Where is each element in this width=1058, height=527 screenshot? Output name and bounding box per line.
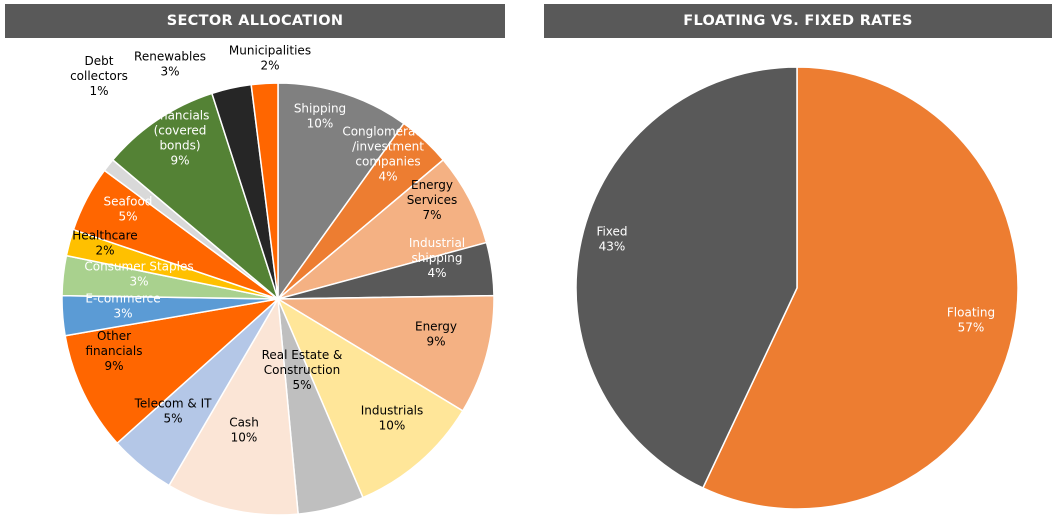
sector-slice-cash xyxy=(168,296,299,516)
sector-label-industrial-shipping: Industrial shipping 4% xyxy=(409,236,465,280)
sector-label-real-estate-construction: Real Estate & Construction 5% xyxy=(262,348,343,392)
sector-label-municipalities: Municipalities 2% xyxy=(229,44,311,73)
sector-label-debt-collectors: Debt collectors 1% xyxy=(70,54,128,98)
rate-slice-fixed xyxy=(575,66,798,489)
sector-label-consumer-staples: Consumer Staples 3% xyxy=(84,260,193,289)
sector-slice-shipping xyxy=(277,82,405,302)
sector-allocation-title: SECTOR ALLOCATION xyxy=(5,4,505,38)
sector-label-energy: Energy 9% xyxy=(415,320,457,349)
sector-slice-other-financials xyxy=(64,297,281,445)
sector-label-conglomerates-investment-companies: Conglomerates/investment companies 4% xyxy=(342,125,433,184)
floating-fixed-title: FLOATING VS. FIXED RATES xyxy=(544,4,1052,38)
sector-label-shipping: Shipping 10% xyxy=(294,102,346,131)
rate-slice-floating xyxy=(701,66,1019,510)
sector-label-renewables: Renewables 3% xyxy=(134,50,206,79)
sector-label-industrials: Industrials 10% xyxy=(361,404,424,433)
sector-label-cash: Cash 10% xyxy=(229,416,259,445)
sector-slice-industrials xyxy=(276,297,464,499)
sector-slice-municipalities xyxy=(250,82,279,300)
sector-label-seafood: Seafood 5% xyxy=(104,195,153,224)
sector-slice-energy xyxy=(275,294,495,412)
floating-fixed-pie: Floating 57% Fixed 43% xyxy=(575,66,1019,510)
sector-allocation-pie: Shipping 10%Conglomerates/investment compa… xyxy=(61,44,495,516)
sector-label-healthcare: Healthcare 2% xyxy=(72,229,137,258)
sector-slice-financials-covered-bonds xyxy=(111,92,280,302)
rate-label-floating: Floating 57% xyxy=(947,306,995,335)
sector-label-financials-covered-bonds: Financials (covered bonds) 9% xyxy=(151,109,210,168)
sector-label-telecom-it: Telecom & IT 5% xyxy=(134,397,213,426)
sector-label-e-commerce: E-commerce 3% xyxy=(85,292,160,321)
sector-label-energy-services: Energy Services 7% xyxy=(407,178,458,222)
sector-label-other-financials: Other financials 9% xyxy=(86,329,143,373)
rate-label-fixed: Fixed 43% xyxy=(596,225,627,254)
